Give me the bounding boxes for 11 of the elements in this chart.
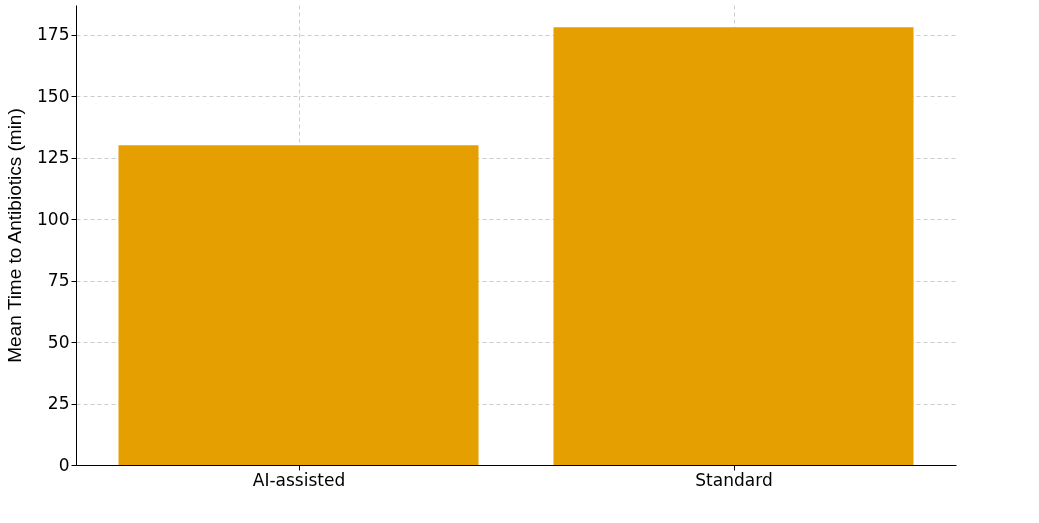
y-tick-label: 125 [37,147,70,168]
y-tick-label: 0 [58,454,70,475]
x-tick-label: AI-assisted [252,469,346,490]
x-tick-label: Standard [695,469,773,490]
y-tick-label: 150 [37,85,70,106]
y-tick-label: 75 [47,270,70,291]
y-tick-label: 25 [47,393,70,413]
y-axis-title: Mean Time to Antibiotics (min) [4,108,26,363]
y-tick-label: 50 [47,331,70,352]
y-tick-label: 100 [37,208,70,229]
y-tick-label: 175 [37,24,70,45]
